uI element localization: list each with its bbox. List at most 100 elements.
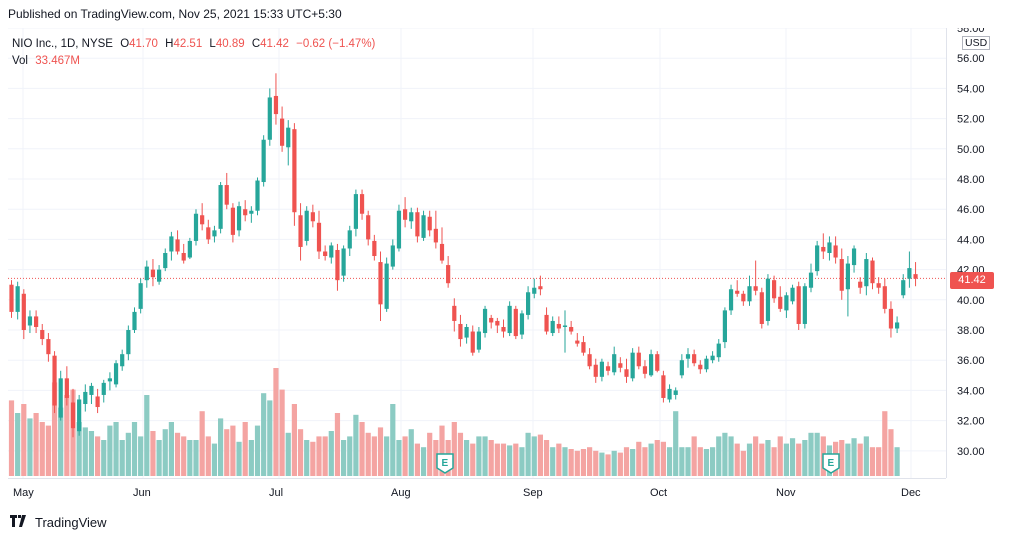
volume-bar (857, 443, 863, 476)
volume-bar (814, 432, 820, 476)
candle-body (396, 210, 402, 249)
candle-body (187, 240, 192, 258)
candle-body (636, 352, 641, 367)
time-axis[interactable]: May Jun Jul Aug Sep Oct Nov Dec (8, 478, 946, 505)
candle-body (359, 194, 365, 214)
volume-bar (673, 411, 679, 476)
volume-bar (131, 422, 138, 476)
candle-body (895, 322, 900, 329)
candle-body (138, 283, 143, 309)
candle-body (882, 286, 887, 309)
candle-body (89, 385, 94, 395)
candle-body (316, 222, 322, 252)
candle-body (95, 396, 100, 408)
candle-body (728, 289, 734, 311)
candle-body (446, 265, 451, 284)
volume-bar (242, 422, 248, 476)
volume-bar (636, 441, 642, 476)
candle-body (907, 268, 912, 279)
candle-body (630, 352, 635, 379)
volume-bar (759, 443, 765, 476)
candle-body (667, 388, 672, 400)
candle-body (378, 262, 383, 305)
volume-bar (710, 447, 716, 476)
volume-bar (574, 450, 580, 476)
volume-bar (414, 443, 420, 476)
volume-bar (728, 436, 734, 476)
volume-bar (894, 447, 900, 476)
volume-bar (64, 395, 70, 476)
candle-body (452, 305, 457, 321)
volume-bar (236, 441, 242, 476)
volume-bar (648, 443, 654, 476)
time-tick-label: Nov (776, 487, 796, 499)
earnings-marker: E (822, 453, 840, 474)
earnings-marker: E (436, 453, 454, 474)
candle-body (526, 292, 531, 315)
time-tick-label: Dec (901, 487, 921, 499)
candle-body (470, 331, 475, 353)
candle-body (107, 378, 112, 382)
volume-bar (593, 450, 599, 476)
legend-close-label: C (251, 38, 261, 50)
candle-body (40, 330, 45, 340)
time-tick-label: Jun (133, 487, 151, 499)
candle-body (70, 402, 76, 429)
time-tick-label: Jul (269, 487, 283, 499)
volume-bar (457, 432, 464, 476)
volume-bar (654, 440, 660, 476)
volume-bar (537, 434, 543, 476)
candle-body (778, 296, 783, 309)
volume-bar (623, 447, 630, 476)
volume-bar (580, 449, 587, 476)
candle-body (403, 209, 408, 220)
volume-bar (304, 440, 310, 476)
candle-body (27, 316, 33, 326)
candle-body (538, 286, 543, 290)
candle-body (329, 245, 334, 258)
candle-body (612, 354, 617, 373)
tradingview-logo[interactable]: TradingView (10, 514, 107, 531)
candle-body (120, 354, 125, 367)
candle-body (126, 330, 131, 355)
volume-bar (174, 432, 181, 476)
legend-symbol[interactable]: NIO Inc., 1D, NYSE (12, 38, 113, 50)
earnings-marker-shape (822, 453, 840, 474)
candle-body (218, 185, 223, 229)
volume-bar (734, 443, 740, 476)
candle-body (661, 375, 666, 398)
candle-body (163, 253, 168, 269)
price-axis[interactable]: 58.00 56.00 54.00 52.00 50.00 48.00 46.00 44.00… (946, 23, 999, 478)
volume-bar (433, 440, 439, 476)
volume-bar (107, 425, 113, 476)
candle-body (722, 310, 727, 343)
volume-bar (138, 436, 144, 476)
price-tick-label: 38.00 (957, 325, 985, 337)
volume-bar (550, 447, 556, 476)
candle-body (815, 245, 820, 272)
volume-bar (224, 429, 230, 476)
currency-badge[interactable]: USD (962, 36, 991, 50)
volume-bar (101, 440, 107, 476)
volume-bar (488, 440, 494, 476)
volume-bar (45, 425, 51, 476)
volume-bar (525, 432, 531, 476)
volume-bar (408, 429, 414, 476)
candle-body (692, 354, 697, 364)
candle-body (224, 185, 229, 205)
legend-volume-label[interactable]: Vol (12, 55, 28, 67)
candle-body (64, 378, 69, 398)
candle-body (489, 317, 494, 323)
candle-body (562, 325, 568, 327)
candle-body (790, 287, 795, 302)
legend-change-value: −0.62 (−1.47%) (296, 38, 376, 50)
volume-bar (543, 440, 550, 476)
volume-bar (390, 404, 396, 476)
volume-bar (470, 443, 476, 476)
last-price-tag: 41.42 (950, 272, 994, 289)
candle-body (212, 230, 217, 237)
candle-body (101, 382, 106, 395)
candle-body (796, 286, 801, 324)
